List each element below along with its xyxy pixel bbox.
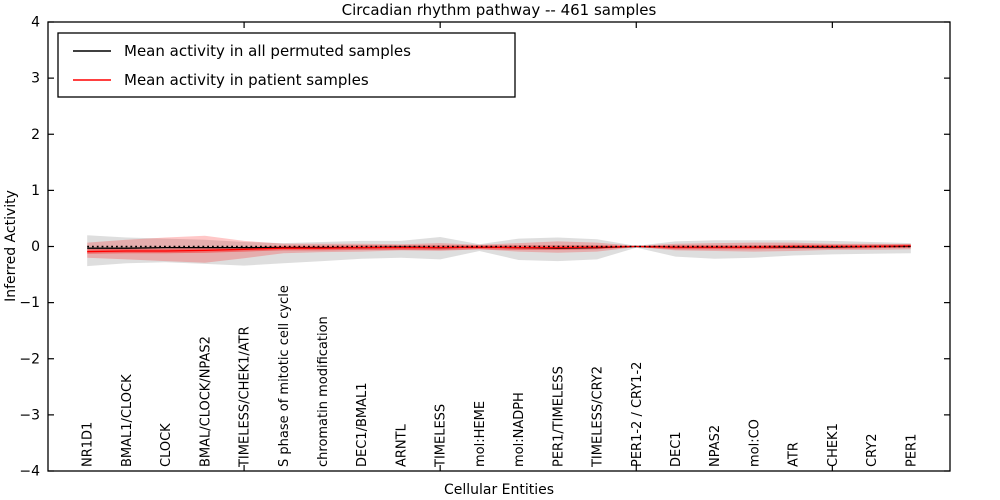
x-category-label: mol:NADPH [512,392,527,467]
y-tick-label: −1 [19,295,40,311]
plot-frame [47,21,951,472]
x-category-label: CHEK1 [826,423,841,467]
legend-box [57,32,516,98]
x-axis-label: Cellular Entities [444,482,554,498]
patient-samples-range-band [87,235,911,263]
x-category-label: DEC1 [669,431,684,467]
legend-label-patient: Mean activity in patient samples [124,71,369,89]
x-category-label: chromatin modification [316,316,331,467]
series-layer [87,245,911,253]
x-category-label: PER1 [904,434,919,467]
y-tick-label: 3 [31,71,40,87]
x-category-label: BMAL1/CLOCK [120,374,135,467]
mean-activity-in-patient-samples-line [87,245,911,253]
y-tick-label: −3 [19,407,40,423]
x-category-label: PER1/TIMELESS [551,366,566,467]
x-category-label: PER1-2 / CRY1-2 [630,362,645,467]
x-category-label: mol:CO [747,419,762,467]
x-category-label: NR1D1 [81,422,96,467]
x-category-label: mol:HEME [473,401,488,467]
y-tick-label: 4 [31,15,40,31]
x-category-label: TIMELESS/CHEK1/ATR [238,326,253,468]
x-category-label: S phase of mitotic cell cycle [277,285,292,467]
y-tick-label: −4 [19,464,40,480]
y-tick-label: 0 [31,239,40,255]
y-tick-label: −2 [19,351,40,367]
chart-title: Circadian rhythm pathway -- 461 samples [342,1,657,19]
x-category-label: DEC1/BMAL1 [355,383,370,468]
x-category-label: NPAS2 [708,425,723,467]
x-category-label: TIMELESS/CRY2 [591,366,606,468]
legend-label-permuted: Mean activity in all permuted samples [124,42,411,60]
axes-layer: 4 3 2 1 0 −1 −2 −3 −4 NR1D1 BMAL1/CLOCK CLOCK BMAL/C… [19,15,950,480]
permuted-samples-range-band [87,235,911,267]
y-axis-label: Inferred Activity [3,190,19,302]
x-category-label: BMAL/CLOCK/NPAS2 [198,336,213,467]
x-category-label: CLOCK [159,423,174,467]
y-tick-label: 2 [31,127,40,143]
x-category-label: TIMELESS [434,404,449,468]
y-tick-label: 1 [31,183,40,199]
x-category-label: CRY2 [865,434,880,468]
x-category-label: ARNTL [394,423,409,467]
x-category-label: ATR [787,442,802,467]
legend: Mean activity in all permuted samples Me… [57,32,516,98]
